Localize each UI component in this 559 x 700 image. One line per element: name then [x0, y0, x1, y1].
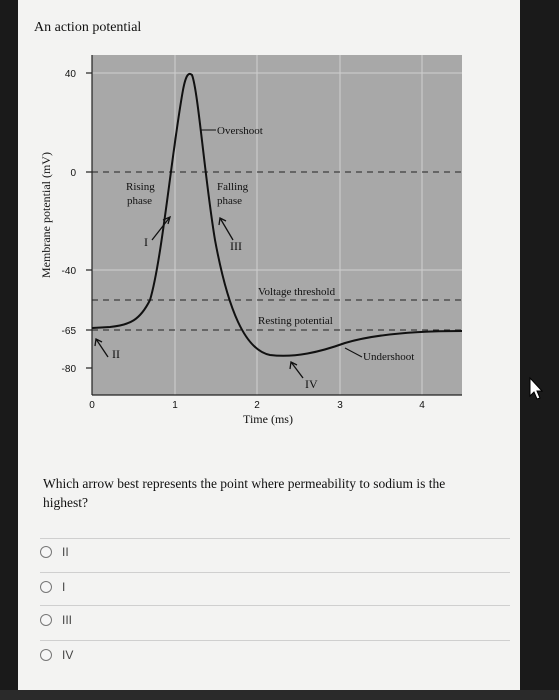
voltage-threshold-label: Voltage threshold [258, 286, 336, 298]
y-tick-label: 40 [65, 69, 77, 80]
grid-lines [92, 55, 462, 395]
separator [40, 640, 510, 641]
arrow-II [95, 338, 109, 358]
y-tick-label: 0 [70, 168, 76, 179]
rising-label-2: phase [127, 195, 152, 207]
undershoot-label: Undershoot [363, 351, 414, 363]
option-II[interactable]: II [40, 545, 69, 559]
arrow-I-head [162, 215, 172, 225]
falling-label: Falling [217, 181, 249, 193]
separator [40, 538, 510, 539]
option-I[interactable]: I [40, 580, 65, 594]
action-potential-graph: 40 0 -40 -65 -80 0 1 2 3 4 Membrane pote… [39, 55, 544, 426]
separator [40, 605, 510, 606]
option-label: III [62, 613, 73, 627]
resting-potential-label: Resting potential [258, 315, 333, 327]
undershoot-leader [344, 347, 363, 358]
question-text: Which arrow best represents the point wh… [43, 476, 446, 510]
arrow-III-head [218, 217, 227, 226]
y-tick-label: -40 [62, 266, 77, 277]
arrow-label-I: I [144, 235, 148, 249]
radio-button[interactable] [40, 614, 52, 626]
plot-area [92, 55, 462, 395]
x-tick-label: 4 [419, 400, 425, 411]
option-label: IV [62, 648, 74, 662]
option-label: I [62, 580, 66, 594]
radio-button[interactable] [40, 546, 52, 558]
falling-label-2: phase [217, 195, 242, 207]
radio-button[interactable] [40, 649, 52, 661]
mouse-cursor-icon [529, 376, 544, 400]
y-tick-label: -80 [62, 364, 77, 375]
arrow-label-II: II [112, 347, 120, 361]
arrow-label-IV: IV [305, 377, 318, 391]
y-tick-label: -65 [62, 326, 77, 337]
bottom-bar [0, 690, 559, 700]
option-IV[interactable]: IV [40, 648, 73, 662]
option-III[interactable]: III [40, 613, 72, 627]
figure-title: An action potential [34, 20, 142, 35]
x-tick-label: 2 [254, 400, 260, 411]
arrow-IV [290, 361, 304, 379]
x-tick-label: 3 [337, 400, 343, 411]
arrow-II-head [94, 338, 103, 347]
x-tick-label: 1 [172, 400, 178, 411]
action-potential-curve [91, 72, 463, 357]
arrow-III [219, 217, 234, 241]
radio-button[interactable] [40, 581, 52, 593]
arrow-IV-head [289, 361, 298, 370]
y-axis-title: Membrane potential (mV) [39, 152, 53, 278]
separator [40, 572, 510, 573]
x-tick-label: 0 [89, 400, 95, 411]
x-axis-title: Time (ms) [243, 412, 293, 426]
option-label: II [62, 545, 69, 559]
overshoot-label: Overshoot [217, 125, 263, 137]
arrow-I [151, 216, 171, 241]
rising-label: Rising [126, 181, 155, 193]
arrow-label-III: III [230, 239, 242, 253]
